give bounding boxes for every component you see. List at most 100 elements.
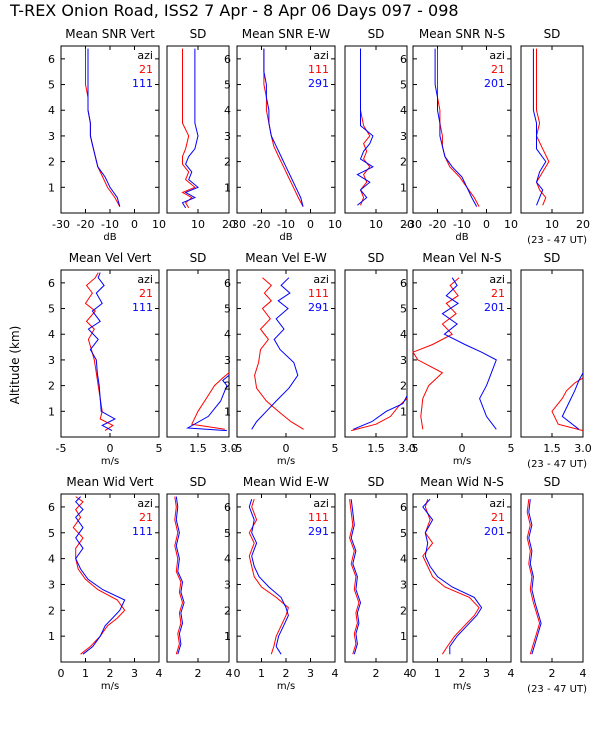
panel-snr_ew_sd: SD 10 20 [344, 27, 414, 231]
panel-title: SD [368, 475, 385, 489]
panel-wid_vert_sd: SD 2 4 [166, 475, 233, 680]
y-tick-label: 2 [400, 380, 407, 393]
legend-header: azi [137, 497, 153, 510]
y-tick-label: 1 [224, 405, 231, 418]
x-tick-label: -20 [253, 218, 271, 231]
legend-entry: 111 [308, 287, 329, 300]
ut-note: (23 - 47 UT) [527, 684, 587, 695]
x-axis-label: dB [455, 232, 468, 243]
panel-title: SD [544, 251, 561, 265]
x-tick-label: 0 [234, 667, 241, 680]
panel-title: Mean SNR E-W [242, 27, 331, 41]
panel-vel_vert_sd: SD 1.5 3.0 [166, 251, 238, 455]
y-tick-label: 5 [224, 79, 231, 92]
series-line-291 [263, 48, 304, 207]
y-tick-label: 2 [400, 156, 407, 169]
x-tick-label: 10 [328, 218, 342, 231]
panel-title: Mean Wid E-W [243, 475, 329, 489]
series-line-21 [551, 377, 584, 432]
y-tick-label: 6 [48, 277, 55, 290]
y-tick-label: 1 [48, 181, 55, 194]
x-tick-label: 4 [508, 667, 515, 680]
legend-entry: 21 [491, 511, 505, 524]
series-line-201 [434, 48, 478, 207]
y-tick-label: 5 [400, 79, 407, 92]
y-tick-label: 3 [400, 578, 407, 591]
legend-entry: 201 [484, 525, 505, 538]
panel-title: SD [368, 27, 385, 41]
series-line-21 [535, 48, 550, 206]
y-tick-label: 4 [400, 553, 407, 566]
x-tick-label: 1.5 [543, 442, 561, 455]
legend-entry: 201 [484, 301, 505, 314]
y-tick-label: 5 [400, 527, 407, 540]
y-axis-label: Altitude (km) [8, 326, 22, 405]
series-line-201 [532, 48, 547, 206]
panel-title: SD [544, 475, 561, 489]
series-line-291 [350, 499, 362, 655]
legend-entry: 111 [308, 63, 329, 76]
legend-entry: 201 [484, 77, 505, 90]
x-tick-label: 3 [131, 667, 138, 680]
legend-header: azi [137, 49, 153, 62]
plot-frame [344, 269, 408, 438]
series-line-21 [181, 48, 196, 209]
x-tick-label: 3.0 [398, 442, 416, 455]
x-tick-label: 10 [545, 218, 559, 231]
y-tick-label: 5 [224, 303, 231, 316]
panel-wid_ew_sd: SD 2 4 [344, 475, 411, 680]
panel-snr_vert: Mean SNR Vert 1 2 3 4 5 6 -30 -20 -10 0 10 dB azi2111… [48, 27, 166, 243]
y-tick-label: 6 [224, 501, 231, 514]
y-tick-label: 2 [48, 156, 55, 169]
x-tick-label: 10 [369, 218, 383, 231]
y-tick-label: 1 [400, 630, 407, 643]
x-tick-label: 20 [400, 218, 414, 231]
y-tick-label: 5 [48, 79, 55, 92]
panel-snr_vert_sd: SD 10 20 [166, 27, 236, 231]
x-axis-label: m/s [277, 456, 295, 467]
y-tick-label: 6 [400, 501, 407, 514]
x-tick-label: -20 [77, 218, 95, 231]
y-tick-label: 6 [400, 277, 407, 290]
series-line-21 [191, 372, 230, 430]
panel-title: Mean SNR N-S [419, 27, 505, 41]
y-tick-label: 4 [400, 104, 407, 117]
y-tick-label: 3 [400, 130, 407, 143]
panel-title: SD [544, 27, 561, 41]
x-tick-label: 5 [508, 442, 515, 455]
x-tick-label: 20 [222, 218, 236, 231]
x-tick-label: 2 [459, 667, 466, 680]
y-tick-label: 5 [48, 527, 55, 540]
x-tick-label: 20 [576, 218, 590, 231]
series-line-111 [351, 398, 408, 432]
y-tick-label: 4 [224, 553, 231, 566]
series-line-201 [528, 499, 542, 655]
x-tick-label: 5 [156, 442, 163, 455]
y-tick-label: 6 [400, 53, 407, 66]
panel-title: Mean Vel E-W [245, 251, 327, 265]
series-line-111 [185, 374, 230, 432]
panel-title: Mean Vel N-S [422, 251, 501, 265]
series-line-111 [248, 499, 289, 655]
y-tick-label: 6 [48, 53, 55, 66]
y-tick-label: 1 [48, 630, 55, 643]
legend-entry: 291 [308, 77, 329, 90]
panel-title: SD [190, 251, 207, 265]
legend-header: azi [313, 49, 329, 62]
y-tick-label: 3 [224, 354, 231, 367]
y-tick-label: 1 [48, 405, 55, 418]
y-tick-label: 2 [224, 604, 231, 617]
x-tick-label: 0 [307, 218, 314, 231]
x-tick-label: 0 [459, 442, 466, 455]
legend-header: azi [489, 497, 505, 510]
y-tick-label: 2 [224, 156, 231, 169]
x-tick-label: 2 [283, 667, 290, 680]
series-line-21 [422, 499, 480, 655]
x-tick-label: 4 [226, 667, 233, 680]
y-tick-label: 4 [224, 328, 231, 341]
legend-entry: 21 [139, 511, 153, 524]
